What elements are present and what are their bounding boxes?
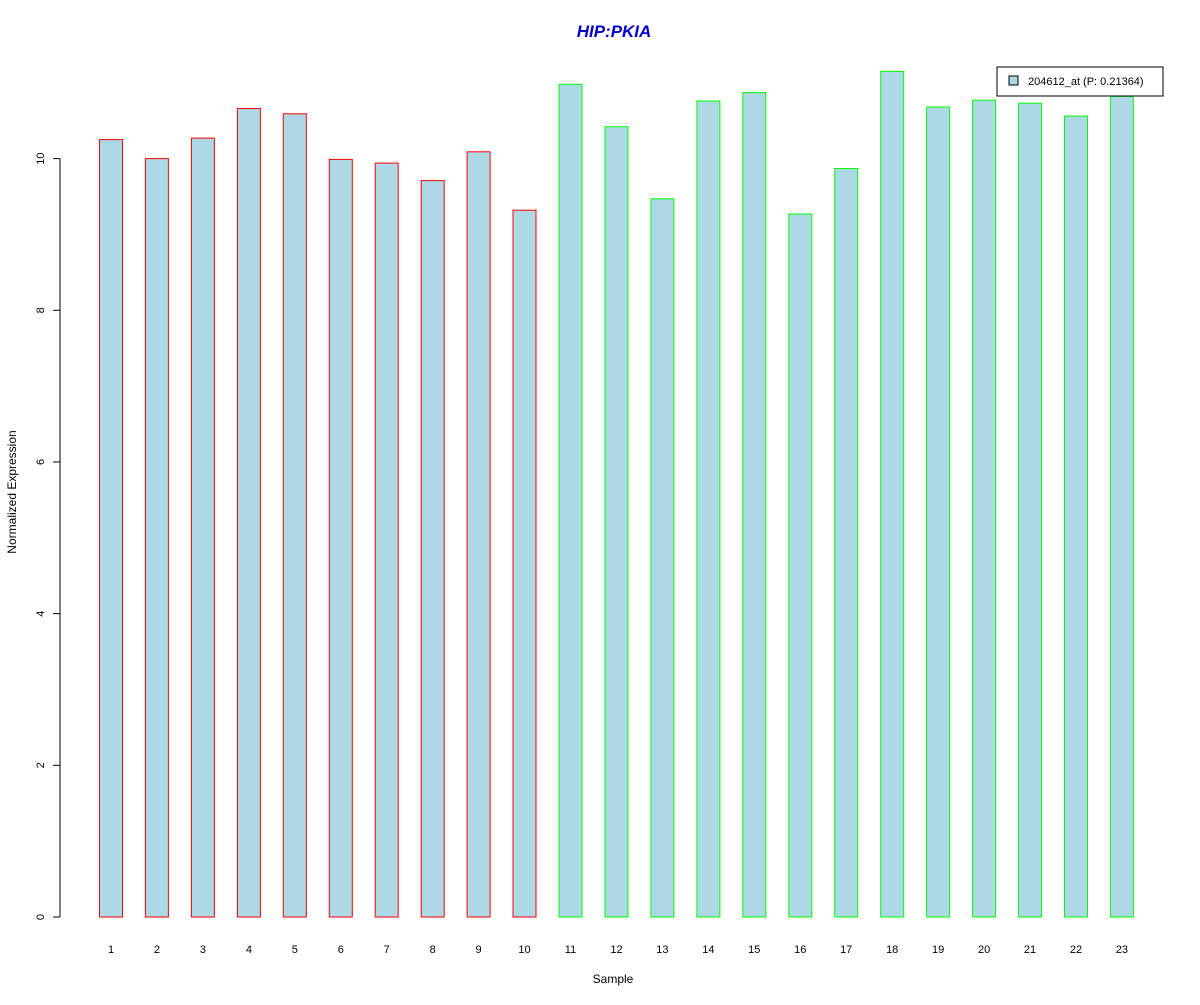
- bar: [328, 158, 353, 918]
- x-tick-label: 11: [565, 944, 576, 956]
- bar: [512, 209, 537, 918]
- bar: [1109, 95, 1134, 918]
- x-tick-label: 2: [154, 944, 160, 956]
- bar: [1064, 115, 1088, 918]
- y-tick-label: 2: [35, 762, 47, 768]
- x-tick-label: 7: [384, 944, 390, 956]
- x-tick-label: 23: [1116, 944, 1128, 956]
- x-tick-label: 18: [886, 944, 898, 956]
- x-tick-label: 3: [200, 944, 206, 956]
- x-tick-label: 22: [1070, 944, 1082, 956]
- x-tick-label: 21: [1024, 944, 1036, 956]
- legend-swatch: [1008, 75, 1019, 86]
- bar: [742, 92, 767, 918]
- x-tick-label: 15: [748, 944, 760, 956]
- x-tick-label: 9: [476, 944, 482, 956]
- x-axis-label: Sample: [593, 972, 634, 986]
- bar: [650, 198, 675, 918]
- bar: [99, 139, 123, 918]
- x-tick-label: 12: [610, 944, 622, 956]
- bar: [696, 100, 721, 918]
- y-axis: 0 2 4 6 8 10: [35, 152, 61, 920]
- y-axis-label: Normalized Expression: [5, 430, 19, 553]
- x-tick-label: 16: [794, 944, 806, 956]
- x-tick-label: 6: [338, 944, 344, 956]
- bar: [466, 151, 491, 918]
- y-tick-label: 10: [35, 152, 47, 164]
- x-tick-label: 20: [978, 944, 990, 956]
- bar: [788, 213, 813, 918]
- x-tick-label: 1: [108, 944, 114, 956]
- legend: 204612_at (P: 0.21364): [996, 66, 1164, 97]
- x-tick-label: 10: [518, 944, 530, 956]
- bar: [190, 137, 215, 918]
- x-tick-label: 13: [656, 944, 668, 956]
- bar: [558, 83, 583, 918]
- bar: [926, 106, 951, 918]
- bar: [972, 99, 997, 918]
- chart-title: HIP:PKIA: [577, 22, 652, 41]
- x-tick-label: 8: [430, 944, 436, 956]
- bar: [1018, 102, 1042, 918]
- bar: [880, 70, 905, 918]
- bar: [420, 180, 445, 918]
- bar: [236, 108, 261, 918]
- y-tick-label: 0: [35, 914, 47, 920]
- legend-box: [996, 66, 1164, 97]
- x-tick-label: 17: [840, 944, 852, 956]
- y-tick-label: 4: [35, 611, 47, 617]
- y-tick-label: 6: [35, 459, 47, 465]
- x-tick-label: 14: [702, 944, 714, 956]
- bars-group: [99, 70, 1134, 918]
- x-tick-label: 19: [932, 944, 944, 956]
- bar: [834, 168, 859, 918]
- bar: [144, 158, 169, 918]
- x-tick-label: 4: [246, 944, 252, 956]
- bar: [374, 162, 399, 918]
- x-tick-label: 5: [292, 944, 298, 956]
- bar: [604, 126, 629, 918]
- x-tick-labels: 1 2 3 4 5 6 7 8 9 10 11 12 13 14 15 16 17 18 19 20 21 22 23: [108, 944, 1128, 956]
- bar: [282, 113, 307, 918]
- y-tick-label: 8: [35, 307, 47, 313]
- legend-label: 204612_at (P: 0.21364): [1028, 76, 1144, 88]
